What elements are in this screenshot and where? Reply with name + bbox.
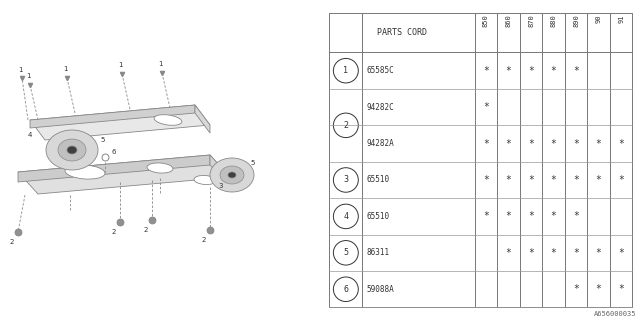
Ellipse shape	[154, 115, 182, 125]
Text: *: *	[506, 139, 511, 148]
Text: 880: 880	[550, 14, 557, 27]
Text: *: *	[596, 248, 602, 258]
Text: *: *	[506, 212, 511, 221]
Text: PARTS CORD: PARTS CORD	[377, 28, 427, 37]
Ellipse shape	[67, 146, 77, 154]
Text: *: *	[573, 248, 579, 258]
Text: *: *	[528, 212, 534, 221]
Text: 65510: 65510	[367, 212, 390, 221]
Text: 2: 2	[202, 237, 206, 243]
Text: 65510: 65510	[367, 175, 390, 184]
Text: *: *	[506, 248, 511, 258]
Polygon shape	[18, 155, 230, 194]
Text: 4: 4	[28, 132, 33, 138]
Text: 1: 1	[343, 66, 348, 75]
Text: *: *	[550, 175, 556, 185]
Polygon shape	[30, 105, 195, 128]
Ellipse shape	[46, 130, 98, 170]
Ellipse shape	[65, 165, 105, 179]
Text: 6: 6	[343, 285, 348, 294]
Text: 1: 1	[63, 66, 67, 72]
Text: 91: 91	[618, 14, 624, 23]
Text: 5: 5	[343, 248, 348, 257]
Text: 1: 1	[18, 67, 22, 73]
Text: 3: 3	[343, 175, 348, 184]
Text: *: *	[618, 175, 624, 185]
Text: *: *	[596, 175, 602, 185]
Text: *: *	[596, 139, 602, 148]
Text: *: *	[483, 175, 489, 185]
Ellipse shape	[147, 163, 173, 173]
Text: *: *	[573, 175, 579, 185]
Ellipse shape	[210, 158, 254, 192]
Text: *: *	[618, 284, 624, 294]
Text: *: *	[573, 66, 579, 76]
Text: 94282A: 94282A	[367, 139, 395, 148]
Text: *: *	[528, 139, 534, 148]
Text: 2: 2	[10, 239, 14, 245]
Text: 3: 3	[218, 183, 223, 189]
Text: 86311: 86311	[367, 248, 390, 257]
Text: *: *	[528, 248, 534, 258]
Text: 2: 2	[144, 227, 148, 233]
Polygon shape	[195, 105, 210, 133]
Text: *: *	[528, 175, 534, 185]
Polygon shape	[210, 155, 230, 187]
Text: *: *	[550, 66, 556, 76]
Polygon shape	[30, 105, 210, 140]
Text: 890: 890	[573, 14, 579, 27]
Text: *: *	[483, 66, 489, 76]
Text: *: *	[550, 139, 556, 148]
Text: 2: 2	[343, 121, 348, 130]
Text: 2: 2	[112, 229, 116, 235]
Text: 870: 870	[528, 14, 534, 27]
Text: *: *	[573, 284, 579, 294]
Text: *: *	[550, 248, 556, 258]
Ellipse shape	[194, 175, 216, 185]
Text: *: *	[483, 139, 489, 148]
Text: *: *	[596, 284, 602, 294]
Ellipse shape	[228, 172, 236, 178]
Text: *: *	[618, 248, 624, 258]
Text: 65585C: 65585C	[367, 66, 395, 75]
Text: *: *	[528, 66, 534, 76]
Text: *: *	[483, 212, 489, 221]
Text: *: *	[483, 102, 489, 112]
Text: *: *	[506, 66, 511, 76]
Text: 5: 5	[100, 137, 104, 143]
Text: 6: 6	[112, 149, 116, 155]
Text: *: *	[573, 212, 579, 221]
Text: 59088A: 59088A	[367, 285, 395, 294]
Text: A656000035: A656000035	[595, 311, 637, 317]
Text: *: *	[506, 175, 511, 185]
Text: 850: 850	[483, 14, 489, 27]
Text: 1: 1	[118, 62, 122, 68]
Text: 4: 4	[343, 212, 348, 221]
Ellipse shape	[220, 166, 244, 184]
Ellipse shape	[58, 139, 86, 161]
Text: 860: 860	[506, 14, 511, 27]
Text: 1: 1	[26, 73, 31, 79]
Text: *: *	[573, 139, 579, 148]
Text: 94282C: 94282C	[367, 103, 395, 112]
Text: 90: 90	[596, 14, 602, 23]
Text: *: *	[618, 139, 624, 148]
Text: 1: 1	[158, 61, 163, 67]
Text: *: *	[550, 212, 556, 221]
Text: 5: 5	[250, 160, 254, 166]
Polygon shape	[18, 155, 210, 182]
